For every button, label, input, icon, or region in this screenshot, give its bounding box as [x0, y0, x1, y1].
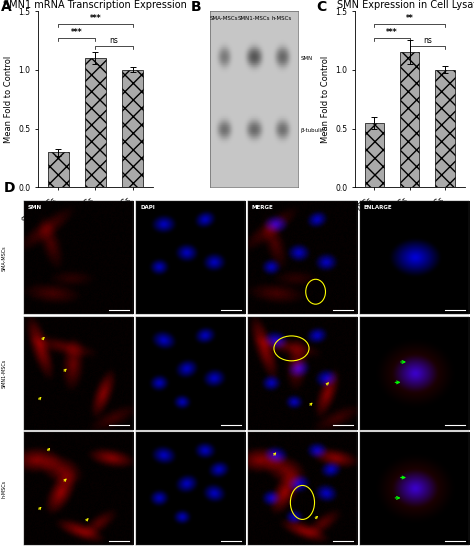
Text: ns: ns	[109, 36, 118, 45]
Bar	[85, 58, 106, 187]
Text: A: A	[1, 1, 12, 14]
Text: SMN: SMN	[28, 204, 42, 209]
Text: C: C	[317, 1, 327, 14]
Text: MERGE: MERGE	[252, 204, 273, 209]
Text: SMA-MSCs: SMA-MSCs	[1, 245, 7, 271]
Text: SMN1-MSCs: SMN1-MSCs	[237, 17, 270, 21]
Title: SMN1 mRNA Transcription Expression: SMN1 mRNA Transcription Expression	[3, 0, 187, 10]
Bar	[400, 52, 419, 187]
Bar	[436, 70, 455, 187]
Text: SMN1-MSCs: SMN1-MSCs	[1, 359, 7, 388]
Bar	[365, 123, 384, 187]
Text: **: **	[406, 14, 414, 23]
Text: SMN: SMN	[301, 56, 313, 61]
Bar	[122, 70, 143, 187]
Text: β-tubulin: β-tubulin	[301, 128, 325, 133]
Text: DAPI: DAPI	[140, 204, 155, 209]
Text: ***: ***	[90, 14, 101, 23]
Text: ***: ***	[71, 28, 82, 37]
Text: ***: ***	[386, 28, 398, 37]
Y-axis label: Mean Fold to Control: Mean Fold to Control	[321, 56, 330, 143]
Title: SMN Expression in Cell Lysate: SMN Expression in Cell Lysate	[337, 0, 474, 10]
Text: D: D	[4, 181, 16, 195]
Text: ENLARGE: ENLARGE	[364, 204, 392, 209]
Text: h-MSCs: h-MSCs	[272, 17, 292, 21]
Text: B: B	[191, 1, 201, 14]
Text: ns: ns	[423, 36, 432, 45]
Y-axis label: Mean Fold to Control: Mean Fold to Control	[4, 56, 13, 143]
Text: h-MSCs: h-MSCs	[1, 480, 7, 498]
Text: SMA-MSCs: SMA-MSCs	[210, 17, 238, 21]
Bar	[48, 152, 69, 187]
